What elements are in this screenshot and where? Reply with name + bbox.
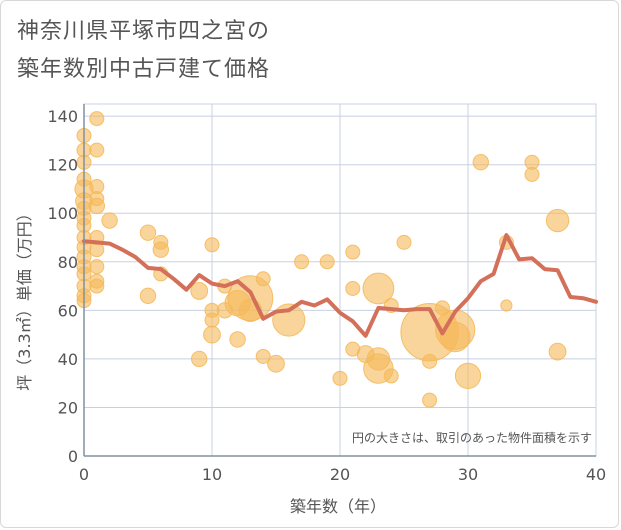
grid-lines bbox=[83, 103, 597, 457]
y-tick-label: 60 bbox=[58, 301, 78, 320]
bubble-point bbox=[267, 354, 285, 373]
bubble-point bbox=[472, 154, 489, 171]
bubble-point bbox=[524, 166, 540, 182]
tick-labels: 0 20 40 60 80 100 120 140 0 10 20 30 40 bbox=[47, 107, 606, 484]
bubble-point bbox=[383, 368, 399, 384]
bubbles bbox=[74, 111, 570, 408]
y-tick-label: 0 bbox=[68, 447, 78, 466]
bubble-point bbox=[89, 142, 105, 158]
x-tick-label: 10 bbox=[202, 465, 222, 484]
bubble-point bbox=[89, 259, 105, 275]
bubble-point bbox=[454, 362, 482, 389]
bubble-point bbox=[422, 392, 438, 408]
bubble-point bbox=[396, 234, 412, 250]
bubble-point bbox=[500, 299, 513, 312]
bubble-point bbox=[255, 348, 271, 364]
y-tick-label: 140 bbox=[47, 107, 78, 126]
chart-title-line1: 神奈川県平塚市四之宮の bbox=[17, 19, 271, 44]
bubble-point bbox=[332, 370, 348, 386]
bubble-point bbox=[548, 342, 567, 361]
bubble-point bbox=[191, 350, 208, 368]
bubble-point bbox=[545, 208, 570, 233]
bubble-point bbox=[229, 331, 246, 348]
y-tick-label: 120 bbox=[47, 156, 78, 175]
bubble-size-note: 円の大きさは、取引のあった物件面積を示す bbox=[352, 430, 592, 445]
bubble-point bbox=[345, 280, 361, 296]
trend-line bbox=[82, 233, 598, 338]
y-axis-label: 坪（3.3㎡）単価（万円） bbox=[15, 205, 34, 390]
y-tick-label: 40 bbox=[58, 350, 78, 369]
bubble-point bbox=[139, 224, 157, 241]
chart-title-line2: 築年数別中古戸建て価格 bbox=[17, 57, 271, 82]
x-tick-label: 20 bbox=[330, 465, 350, 484]
bubble-point bbox=[203, 325, 221, 344]
bubble-point bbox=[88, 197, 106, 215]
bubble-point bbox=[422, 353, 438, 369]
bubble-point bbox=[319, 254, 335, 270]
x-tick-label: 0 bbox=[79, 465, 89, 484]
x-tick-label: 30 bbox=[458, 465, 478, 484]
bubble-point bbox=[294, 254, 310, 270]
bubble-point bbox=[362, 272, 395, 305]
axes bbox=[83, 104, 596, 457]
x-axis-label: 築年数（年） bbox=[290, 497, 386, 516]
y-tick-label: 80 bbox=[58, 253, 78, 272]
bubble-point bbox=[345, 244, 361, 260]
bubble-point bbox=[204, 312, 220, 328]
bubble-point bbox=[152, 241, 170, 258]
bubble-point bbox=[139, 287, 157, 304]
bubble-point bbox=[204, 237, 220, 253]
trend-line-group bbox=[82, 233, 598, 338]
y-tick-label: 100 bbox=[47, 204, 78, 223]
bubble-point bbox=[101, 212, 118, 229]
bubble-point bbox=[190, 282, 209, 300]
x-tick-label: 40 bbox=[586, 465, 606, 484]
bubble-point bbox=[89, 111, 105, 127]
bubble-point bbox=[89, 278, 105, 294]
bubble-point bbox=[255, 271, 271, 287]
y-tick-label: 20 bbox=[58, 398, 78, 417]
